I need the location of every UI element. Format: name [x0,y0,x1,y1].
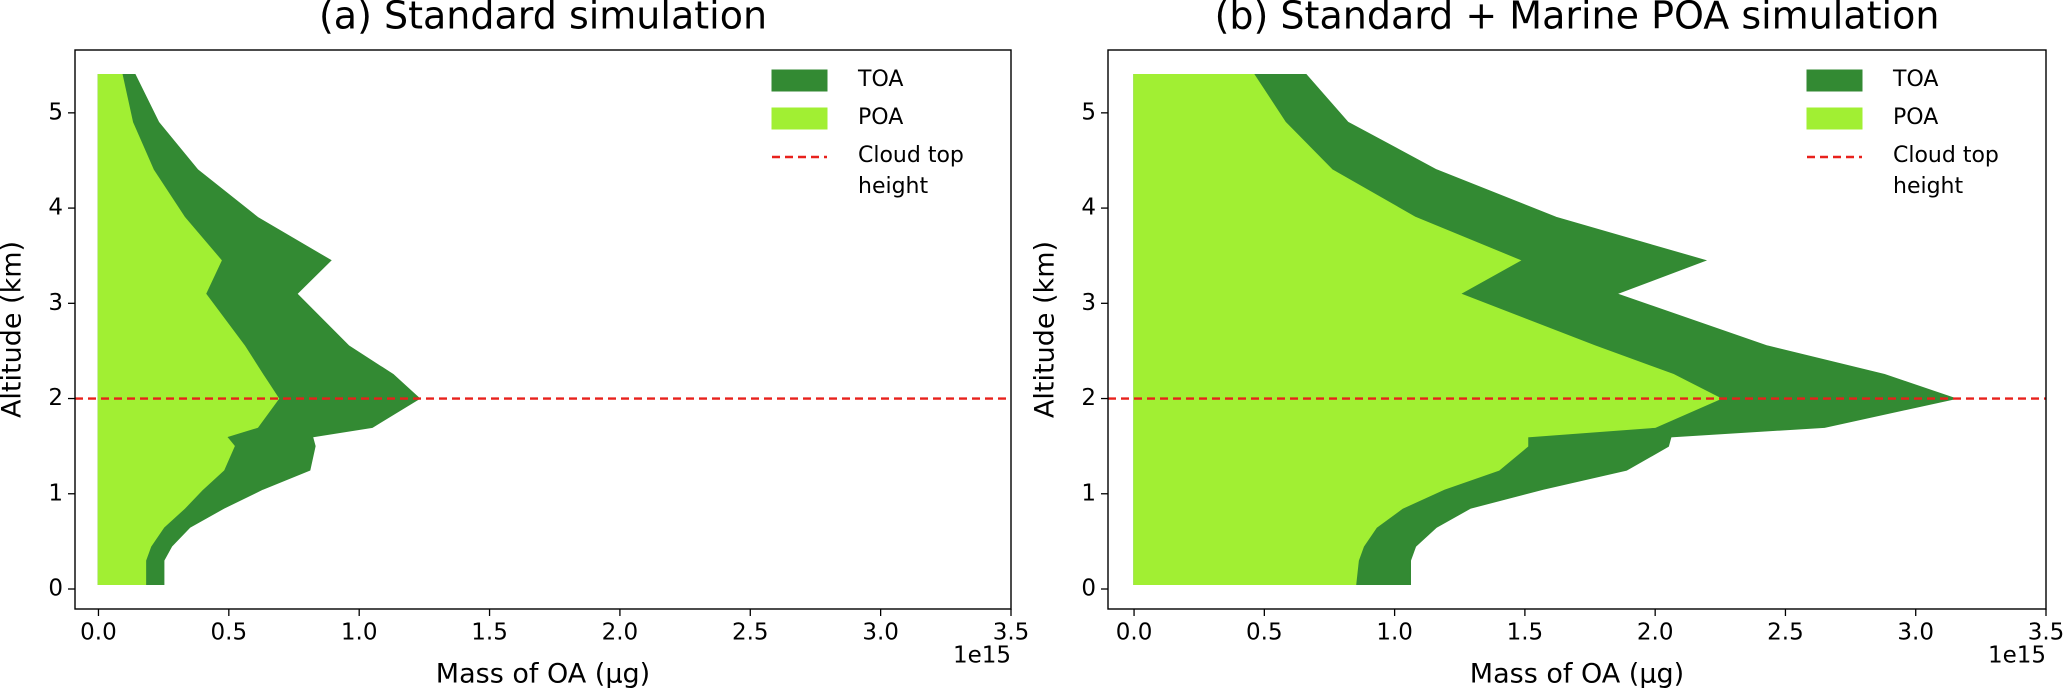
y-tick-label: 3 [48,290,63,316]
x-tick-label: 1.0 [341,620,378,646]
legend-label: POA [1893,105,1938,130]
x-tick-label: 1.5 [1507,620,1544,646]
x-tick-label: 3.0 [1897,620,1934,646]
legend-label: Cloud top height [858,143,964,199]
y-tick-label: 1 [1081,480,1096,506]
x-tick-label: 0.5 [211,620,248,646]
x-tick-label: 2.5 [1767,620,1804,646]
area [1133,74,1723,585]
x-axis-label: Mass of OA (µg) [436,659,650,690]
legend-swatch [1806,69,1863,92]
x-tick-label: 3.0 [862,620,899,646]
x-offset-label: 1e15 [953,643,1011,669]
panel: (b) Standard + Marine POA simulation 0.0 0… [1030,0,2065,690]
legend-label: TOA [857,67,903,92]
legend-label-box: Cloud top height [858,143,964,199]
x-tick-label: 3.5 [2028,620,2065,646]
y-tick-label: 3 [1081,290,1096,316]
y-tick-label: 2 [48,385,63,411]
legend-label: Cloud top height [1893,143,1999,199]
x-offset-label: 1e15 [1988,643,2046,669]
y-tick-label: 5 [1081,99,1096,125]
legend-label: POA [858,105,903,130]
legend-swatch [771,107,828,130]
panel: (a) Standard simulation 0.0 0.5 1.0 1.5 2.0 2.… [0,0,1029,690]
axes-frame [1107,49,2047,610]
y-axis-label: Altitude (km) [1030,241,1061,418]
x-axis-label: Mass of OA (µg) [1470,659,1684,690]
axes-frame [74,49,1012,610]
x-tick-label: 0.5 [1246,620,1283,646]
y-tick-label: 0 [48,576,63,602]
legend-label: TOA [1892,67,1938,92]
legend-label-box: Cloud top height [1893,143,1999,199]
y-tick-label: 4 [48,195,63,221]
y-tick-label: 5 [48,99,63,125]
x-tick-label: 0.0 [1116,620,1153,646]
legend-swatch [1806,107,1863,130]
x-tick-label: 3.5 [993,620,1030,646]
x-tick-label: 2.0 [1637,620,1674,646]
x-tick-label: 2.0 [602,620,639,646]
x-tick-label: 1.5 [471,620,508,646]
x-tick-label: 0.0 [80,620,117,646]
y-tick-label: 2 [1081,385,1096,411]
area [97,74,280,585]
y-tick-label: 1 [48,480,63,506]
y-axis-label: Altitude (km) [0,241,28,418]
x-tick-label: 2.5 [732,620,769,646]
x-tick-label: 1.0 [1376,620,1413,646]
legend-swatch [771,69,828,92]
chart-title: (b) Standard + Marine POA simulation [1215,0,1940,38]
y-tick-label: 0 [1081,576,1096,602]
y-tick-label: 4 [1081,195,1096,221]
chart-title: (a) Standard simulation [319,0,767,38]
